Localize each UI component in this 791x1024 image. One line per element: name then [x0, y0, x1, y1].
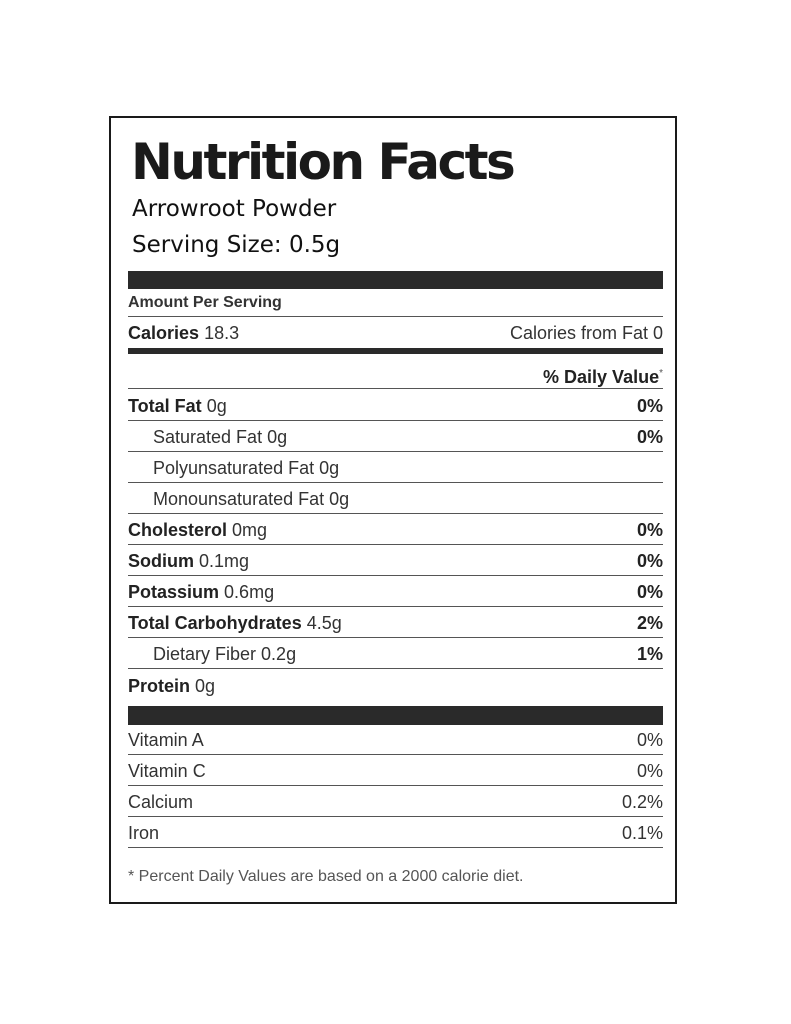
nutrient-name: Polyunsaturated Fat [153, 458, 315, 478]
daily-value-header: % Daily Value [543, 367, 660, 387]
vitamin-name: Vitamin C [128, 761, 206, 781]
divider [128, 668, 663, 669]
daily-value-asterisk: * [659, 368, 663, 379]
top-thick-bar [128, 271, 663, 289]
nutrient-name: Total Fat [128, 396, 202, 416]
nutrient-amount: 4.5g [306, 613, 342, 633]
divider [128, 816, 663, 817]
divider [128, 575, 663, 576]
label-title: Nutrition Facts [131, 133, 516, 191]
nutrient-amount: 0.6mg [224, 582, 275, 602]
nutrient-dv: 2% [636, 613, 663, 633]
calories-value: 18.3 [204, 323, 240, 343]
divider [128, 451, 663, 452]
nutrient-name: Dietary Fiber [153, 644, 257, 664]
nutrient-name: Potassium [128, 582, 220, 602]
divider [128, 637, 663, 638]
divider [128, 420, 663, 421]
nutrient-name: Saturated Fat [153, 427, 263, 447]
vitamin-dv: 0% [636, 730, 663, 750]
nutrient-dv: 1% [636, 644, 663, 664]
amount-per-serving: Amount Per Serving [128, 294, 282, 311]
nutrient-name: Monounsaturated Fat [153, 489, 325, 509]
nutrient-amount: 0g [195, 676, 216, 696]
nutrient-amount: 0g [329, 489, 350, 509]
serving-size: Serving Size: 0.5g [132, 232, 341, 258]
nutrient-name: Sodium [128, 551, 194, 571]
nutrient-amount: 0g [319, 458, 340, 478]
vitamin-name: Iron [128, 823, 160, 843]
nutrient-name: Total Carbohydrates [128, 613, 302, 633]
calories-label: Calories [128, 323, 200, 343]
product-name: Arrowroot Powder [132, 196, 337, 222]
divider [128, 785, 663, 786]
calories-from-fat: Calories from Fat 0 [509, 323, 663, 343]
footnote: * Percent Daily Values are based on a 20… [128, 868, 524, 885]
nutrient-amount: 0mg [232, 520, 268, 540]
nutrient-amount: 0g [267, 427, 288, 447]
nutrient-amount: 0.1mg [199, 551, 250, 571]
divider [128, 316, 663, 317]
divider [128, 847, 663, 848]
nutrient-amount: 0.2g [261, 644, 297, 664]
vitamin-dv: 0.1% [621, 823, 663, 843]
vitamins-thick-bar [128, 706, 663, 725]
vitamin-dv: 0.2% [621, 792, 663, 812]
nutrient-dv: 0% [636, 582, 663, 602]
nutrient-name: Protein [128, 676, 191, 696]
divider [128, 754, 663, 755]
nutrient-name: Cholesterol [128, 520, 228, 540]
divider [128, 388, 663, 389]
vitamin-name: Calcium [128, 792, 194, 812]
calories-divider [128, 348, 663, 354]
divider [128, 482, 663, 483]
nutrient-dv: 0% [636, 520, 663, 540]
divider [128, 544, 663, 545]
nutrient-dv: 0% [636, 427, 663, 447]
divider [128, 606, 663, 607]
vitamin-name: Vitamin A [128, 730, 204, 750]
nutrition-facts-label: Nutrition Facts Arrowroot Powder Serving… [109, 116, 677, 904]
nutrient-dv: 0% [636, 551, 663, 571]
divider [128, 513, 663, 514]
nutrient-amount: 0g [206, 396, 227, 416]
nutrient-dv: 0% [636, 396, 663, 416]
vitamin-dv: 0% [636, 761, 663, 781]
